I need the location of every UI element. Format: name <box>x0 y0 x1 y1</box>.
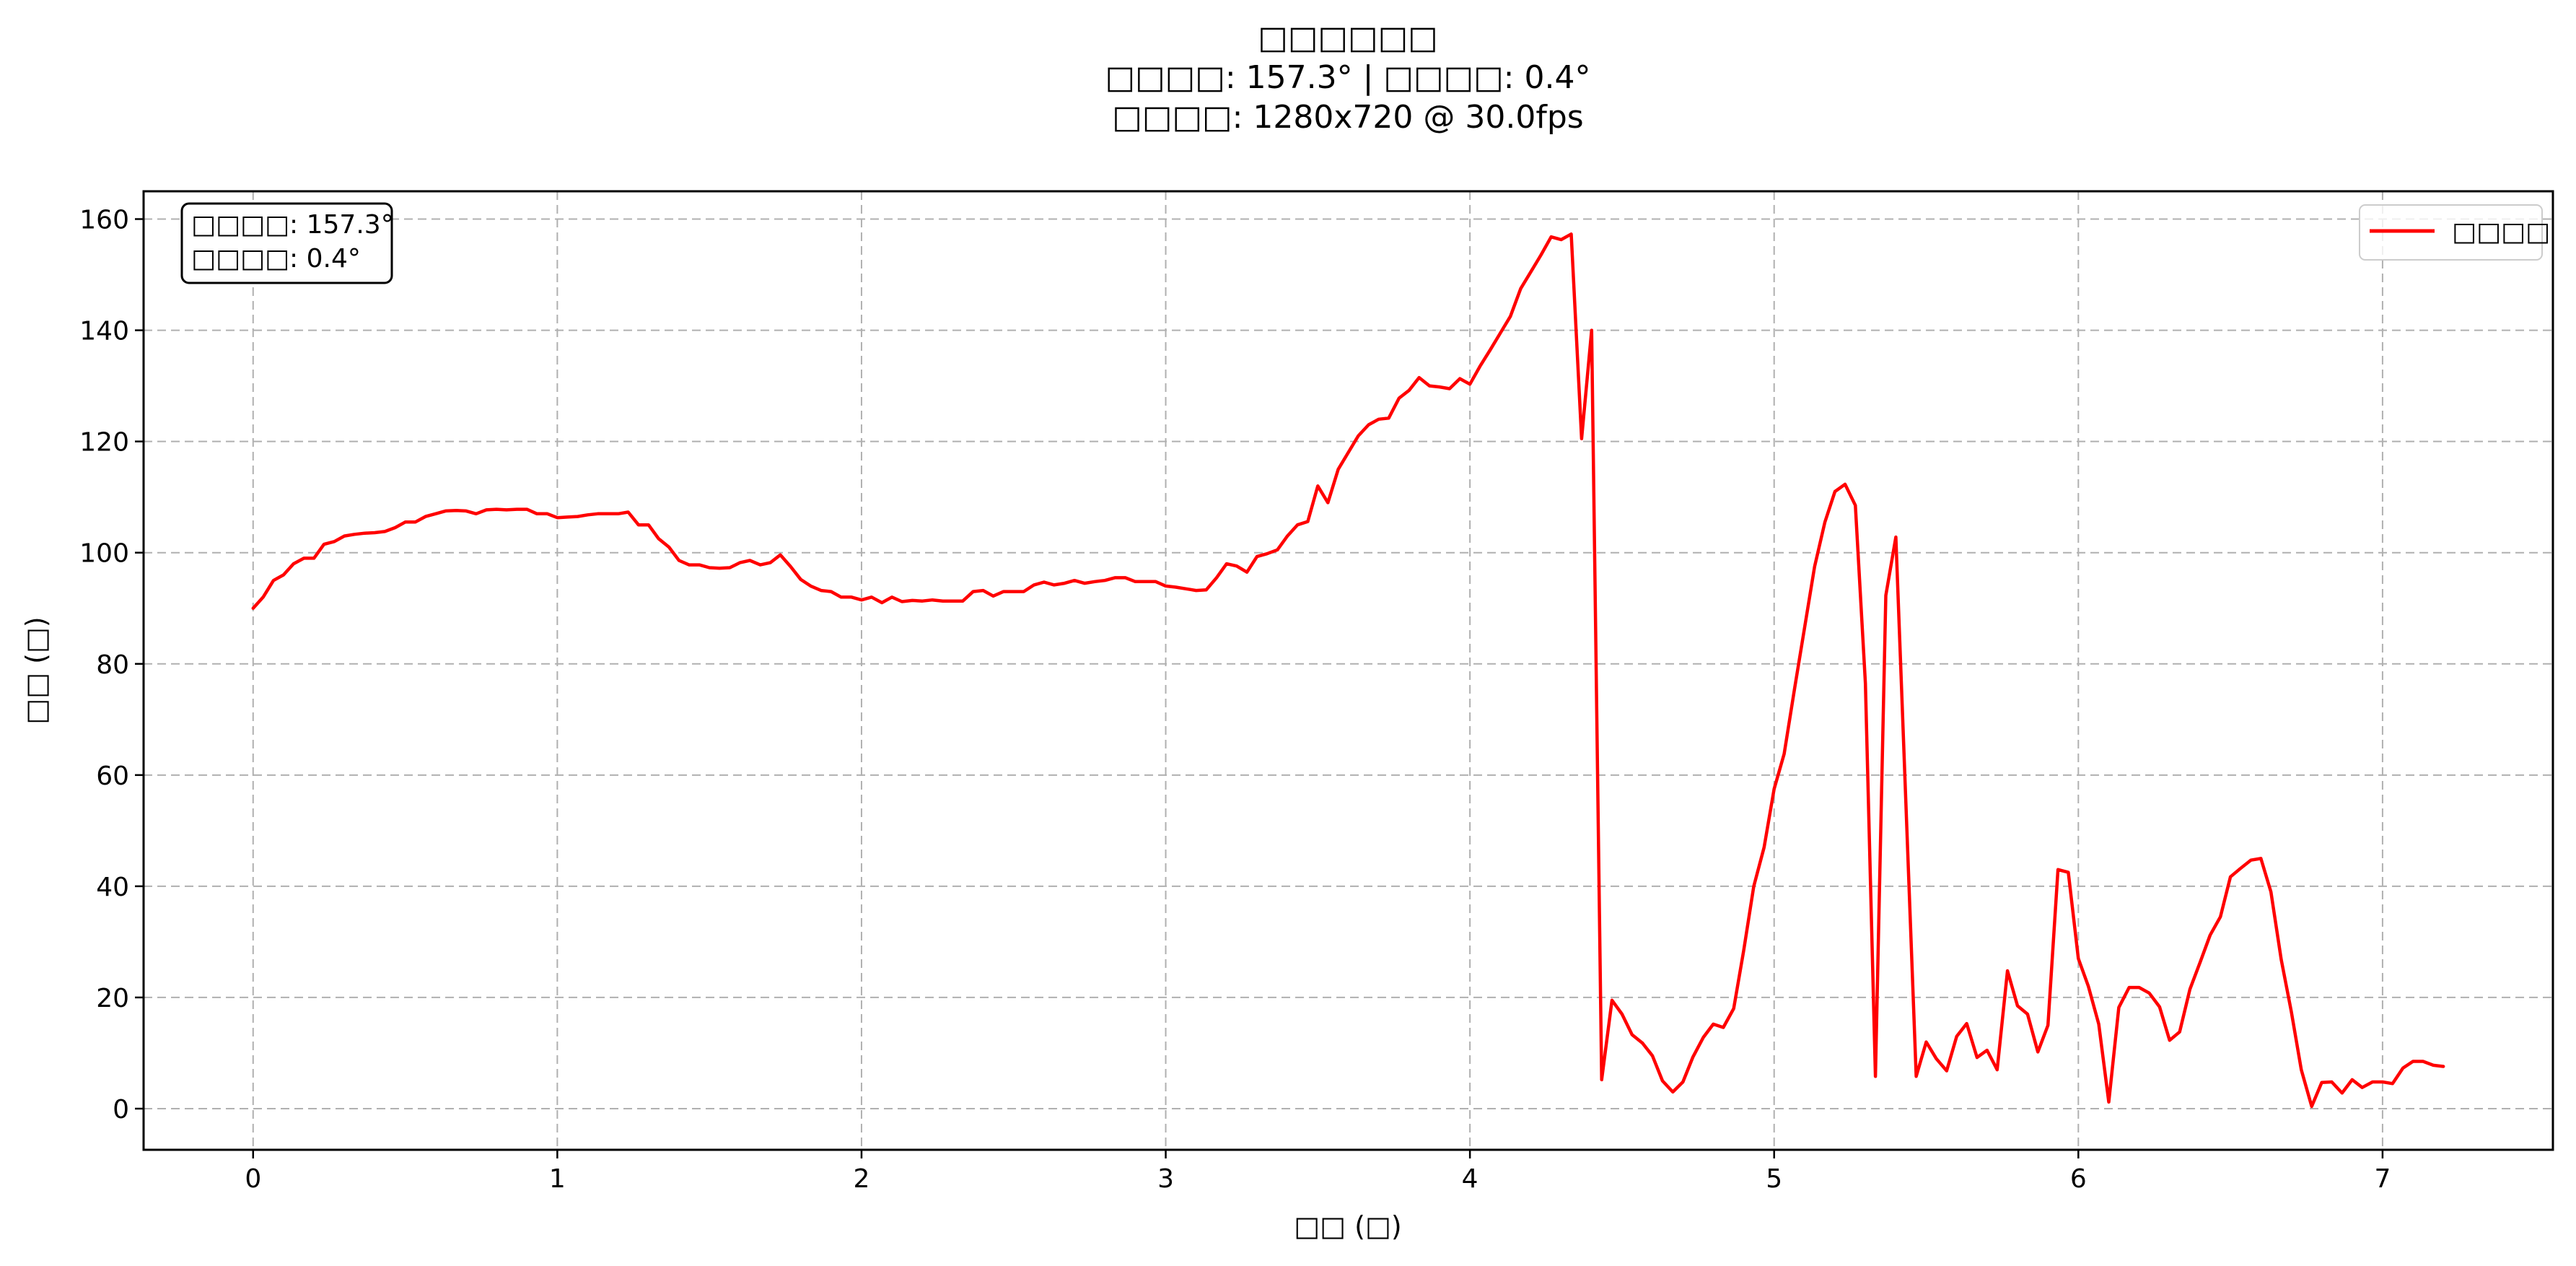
x-axis-label: □□ (□) <box>1294 1210 1401 1242</box>
y-tick-label: 120 <box>79 428 129 458</box>
plot-frame <box>142 190 2554 1151</box>
series-line <box>251 232 2445 1109</box>
y-axis-label: □□ (□) <box>20 616 52 724</box>
y-tick-label: 80 <box>96 650 129 680</box>
x-tick-label: 6 <box>2070 1164 2087 1194</box>
chart-title: □□□□□□ □□□□: 157.3° | □□□□: 0.4° □□□□: 1… <box>1105 19 1591 136</box>
info-box: □□□□: 157.3° □□□□: 0.4° <box>180 202 394 284</box>
legend-label: □□□□ <box>2452 217 2550 247</box>
y-tick-label: 60 <box>96 761 129 791</box>
x-tick-label: 5 <box>1766 1164 1782 1194</box>
x-tick-label: 3 <box>1157 1164 1174 1194</box>
x-tick-label: 4 <box>1462 1164 1478 1194</box>
x-tick-label: 0 <box>245 1164 261 1194</box>
y-tick-label: 160 <box>79 206 129 235</box>
x-tick-label: 2 <box>854 1164 870 1194</box>
legend-frame <box>2359 204 2543 261</box>
info-box-line-2: □□□□: 0.4° <box>191 244 361 274</box>
info-box-line-1: □□□□: 157.3° <box>191 210 394 240</box>
y-tick-label: 20 <box>96 984 129 1013</box>
title-line-3: □□□□: 1280x720 @ 30.0fps <box>1112 99 1583 136</box>
y-tick-label: 100 <box>79 539 129 569</box>
y-tick-label: 0 <box>113 1095 129 1125</box>
title-line-2: □□□□: 157.3° | □□□□: 0.4° <box>1105 59 1591 96</box>
grid-lines <box>144 191 2553 1150</box>
x-axis-ticks: 0 1 2 3 4 5 6 7 <box>245 1150 2391 1194</box>
y-tick-label: 140 <box>79 317 129 346</box>
series-lines <box>251 232 2445 1109</box>
title-line-1: □□□□□□ <box>1258 19 1437 56</box>
info-box-frame <box>180 202 393 284</box>
x-tick-label: 7 <box>2374 1164 2391 1194</box>
x-tick-label: 1 <box>549 1164 566 1194</box>
y-tick-label: 40 <box>96 873 129 902</box>
y-axis-ticks: 0 20 40 60 80 100 120 140 160 <box>79 206 144 1125</box>
legend: □□□□ <box>2359 204 2550 261</box>
